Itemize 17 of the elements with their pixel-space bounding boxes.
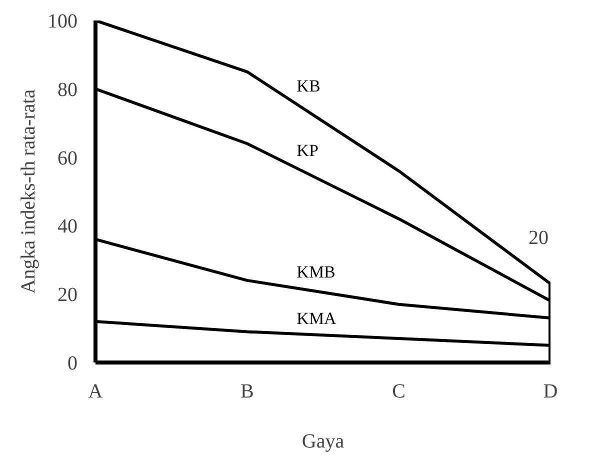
y-axis-title: Angka indeks-th rata-rata (18, 89, 40, 294)
y-tick-label: 20 (58, 284, 78, 306)
x-tick-label: D (543, 380, 558, 402)
y-tick-label: 60 (58, 147, 78, 170)
y-tick-label: 0 (68, 352, 78, 374)
series-label: KP (296, 141, 318, 160)
x-tick-label: A (88, 380, 104, 402)
x-tick-label: B (240, 380, 254, 402)
x-tick-label: C (392, 380, 406, 402)
series-label: KMA (296, 308, 338, 328)
ref-line-label: 20 (528, 226, 548, 249)
y-tick-label: 80 (58, 78, 78, 101)
series-label: KMB (296, 262, 336, 282)
x-axis-title: Gaya (302, 430, 344, 452)
y-tick-label: 40 (58, 216, 78, 238)
y-tick-label: 100 (48, 10, 78, 32)
series-label: KB (296, 76, 320, 96)
